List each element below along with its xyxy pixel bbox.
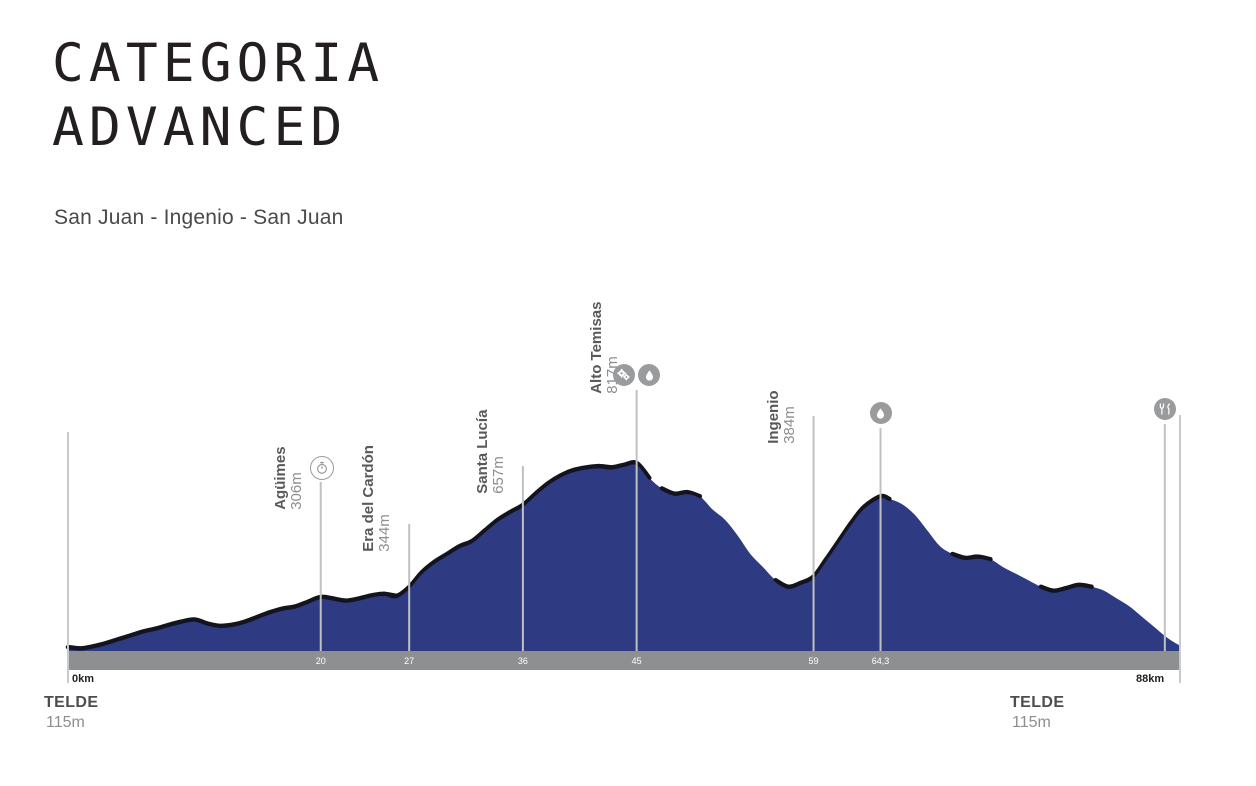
- mechanic-icon: [613, 364, 636, 386]
- water-drop-icon: [638, 364, 661, 386]
- poi-name-aguimes: Agüimes: [271, 446, 289, 510]
- km-tick-36: 36: [517, 656, 528, 666]
- restaurant-icon: [1153, 398, 1176, 420]
- poi-label-ingenio: Ingenio 384m: [764, 390, 798, 444]
- poi-label-santa-lucia: Santa Lucía 657m: [474, 409, 508, 494]
- poi-altitude-ingenio: 384m: [780, 406, 798, 444]
- profile-area: [65, 460, 1180, 651]
- title-line-2: ADVANCED: [52, 97, 348, 158]
- poi-name-ingenio: Ingenio: [764, 390, 782, 444]
- end-terminus: TELDE 115m: [1010, 694, 1064, 732]
- climb-edge: [204, 594, 336, 629]
- poi-altitude-era-del-cardon: 344m: [376, 514, 394, 552]
- start-terminus-name: TELDE: [44, 694, 99, 711]
- water-drop-icon: [869, 402, 892, 424]
- stopwatch-icon: [309, 456, 334, 480]
- climb-edge: [773, 493, 892, 590]
- route-subtitle: San Juan - Ingenio - San Juan: [54, 206, 344, 229]
- profile-fill-overlay: [68, 464, 1180, 651]
- climb-edge: [381, 463, 614, 599]
- poi-name-santa-lucia: Santa Lucía: [474, 409, 492, 494]
- km-tick-64-3: 64,3: [871, 656, 890, 666]
- poi-name-alto-temisas: Alto Temisas: [587, 301, 605, 394]
- page-title: CATEGORIA ADVANCED: [52, 32, 384, 160]
- km-tick-59: 59: [808, 656, 819, 666]
- poi-guide-lines: [319, 390, 1166, 670]
- km-tick-45: 45: [631, 656, 642, 666]
- poi-label-era-del-cardon: Era del Cardón 344m: [360, 445, 394, 552]
- end-terminus-name: TELDE: [1010, 694, 1065, 711]
- start-terminus: TELDE 115m: [44, 694, 98, 732]
- climb-edge: [65, 617, 210, 651]
- km-tick-20: 20: [315, 656, 326, 666]
- distance-axis-bar: [67, 415, 1181, 683]
- poi-altitude-aguimes: 306m: [287, 472, 305, 510]
- climb-edge: [659, 486, 703, 499]
- climb-edge: [596, 460, 652, 481]
- climb-edge: [950, 551, 993, 562]
- start-terminus-altitude: 115m: [46, 714, 85, 731]
- poi-altitude-santa-lucia: 657m: [490, 456, 508, 494]
- axis-start-label: 0km: [72, 673, 95, 685]
- km-tick-27: 27: [404, 656, 415, 666]
- poi-name-era-del-cardon: Era del Cardón: [360, 445, 378, 552]
- title-line-1: CATEGORIA: [52, 33, 385, 94]
- end-terminus-altitude: 115m: [1012, 714, 1051, 731]
- poi-label-aguimes: Agüimes 306m: [271, 446, 305, 510]
- axis-end-label: 88km: [1136, 673, 1165, 685]
- climb-edge: [1038, 582, 1094, 593]
- axis-bar: [68, 651, 1180, 670]
